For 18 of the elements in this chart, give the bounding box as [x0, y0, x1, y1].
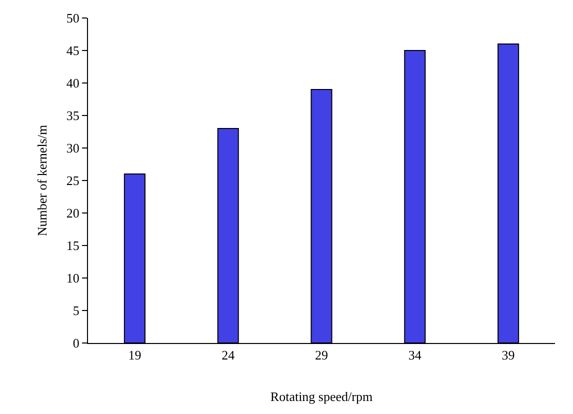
- y-tick-label: 5: [72, 303, 80, 318]
- y-tick-label: 30: [66, 140, 80, 156]
- x-tick-label: 34: [408, 348, 422, 363]
- y-tick-label: 15: [66, 238, 80, 254]
- y-tick-label: 25: [66, 173, 80, 188]
- y-tick-label: 40: [66, 76, 80, 91]
- y-tick-label: 35: [66, 108, 80, 124]
- x-axis-title: Rotating speed/rpm: [270, 389, 373, 404]
- y-tick-label: 50: [66, 10, 80, 26]
- y-tick-label: 45: [66, 43, 80, 58]
- x-tick-label: 24: [222, 348, 236, 363]
- y-tick-label: 10: [66, 270, 80, 286]
- x-tick-label: 39: [502, 348, 515, 363]
- x-tick-label: 19: [128, 348, 142, 363]
- x-tick-label: 29: [315, 348, 328, 363]
- y-tick-label: 0: [72, 336, 80, 351]
- y-axis-title: Number of kernels/m: [34, 124, 50, 236]
- y-tick-label: 20: [66, 206, 80, 221]
